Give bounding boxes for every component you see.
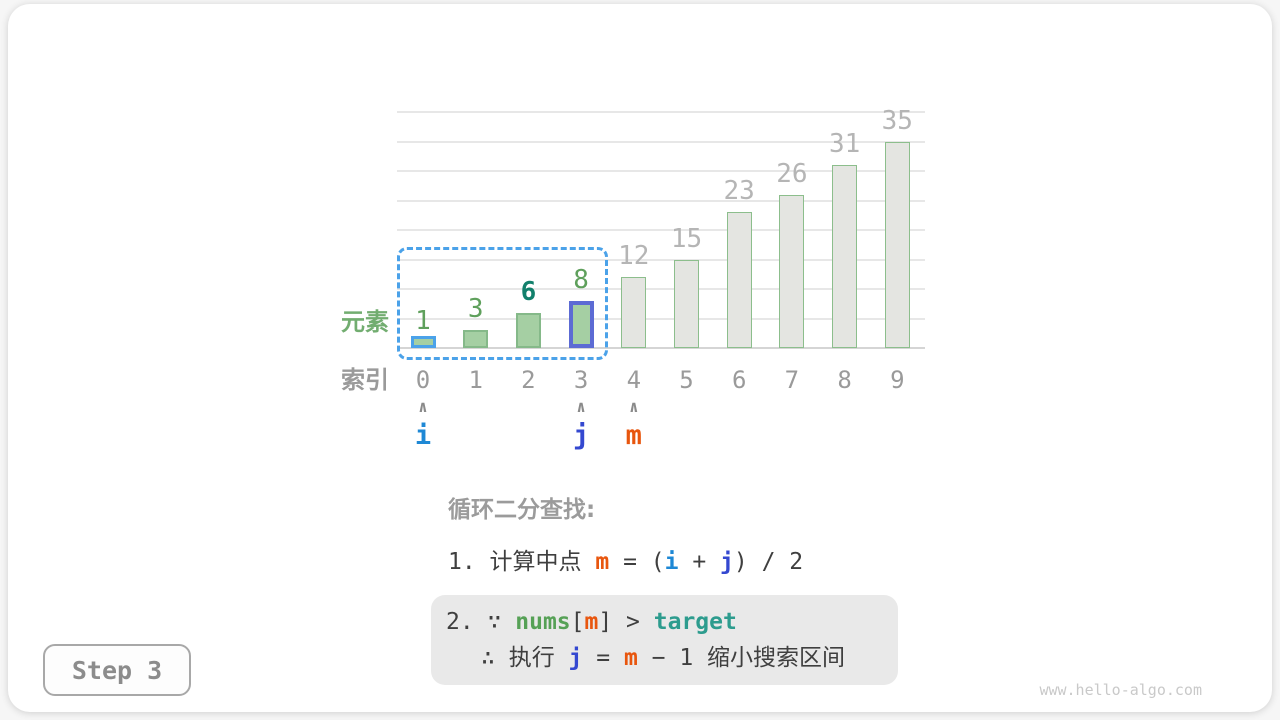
gridline <box>397 258 925 261</box>
text-token: ∴ 执行 <box>481 645 569 671</box>
step-badge: Step 3 <box>43 644 191 696</box>
index-label-2: 2 <box>521 366 536 394</box>
bar-value-label: 31 <box>828 129 861 160</box>
gridline <box>397 140 925 143</box>
gridline <box>397 111 925 113</box>
bar-value-label: 6 <box>520 276 537 307</box>
index-label-5: 5 <box>679 366 694 394</box>
bar-value-label: 35 <box>881 105 913 136</box>
bar-value-label: 26 <box>776 158 808 189</box>
explanation-title: 循环二分查找: <box>448 497 596 523</box>
text-token: j <box>720 549 734 575</box>
highlighted-explanation-box: 2. ∵ nums[m] > target ∴ 执行 j = m − 1 缩小搜… <box>431 595 898 685</box>
watermark-url: www.hello-algo.com <box>1039 681 1202 699</box>
x-axis-baseline <box>397 347 925 349</box>
index-label-0: 0 <box>415 366 431 394</box>
bar-value-label: 15 <box>670 223 703 254</box>
index-label-1: 1 <box>468 366 483 394</box>
text-token: = ( <box>609 549 665 575</box>
text-token: − 1 缩小搜索区间 <box>637 645 846 671</box>
index-label-7: 7 <box>784 366 800 394</box>
explanation-step2-action: ∴ 执行 j = m − 1 缩小搜索区间 <box>481 640 898 676</box>
search-range-box <box>397 247 608 360</box>
caret-icon: ∧ <box>576 397 586 416</box>
pointer-label-j: j <box>572 420 590 451</box>
bar-index-8 <box>832 165 858 348</box>
text-token: = <box>582 645 624 671</box>
pointer-label-i: i <box>414 420 432 451</box>
text-token: ) / 2 <box>733 549 804 575</box>
text-token: target <box>653 609 737 635</box>
index-label-8: 8 <box>837 366 852 394</box>
text-token: + <box>678 549 721 575</box>
bar-index-0 <box>410 336 436 348</box>
explanation-step1: 1. 计算中点 m = (i + j) / 2 <box>448 547 803 577</box>
bar-value-label: 8 <box>573 264 589 295</box>
caret-icon: ∧ <box>628 397 639 416</box>
gridline <box>397 229 925 231</box>
bar-index-5 <box>674 259 699 348</box>
bar-index-6 <box>726 212 752 348</box>
caret-icon: ∧ <box>418 397 428 416</box>
index-label-3: 3 <box>573 366 589 394</box>
bar-value-label: 1 <box>415 306 431 336</box>
step-badge-label: Step 3 <box>71 655 163 685</box>
text-token: 1. 计算中点 <box>448 549 596 575</box>
bar-index-7 <box>779 194 805 348</box>
gridline <box>397 288 925 290</box>
bar-value-label: 3 <box>467 294 484 325</box>
text-token: 2. ∵ <box>446 609 516 635</box>
explanation-step2-condition: 2. ∵ nums[m] > target <box>446 604 898 640</box>
bar-value-label: 23 <box>723 176 755 207</box>
pointer-label-m: m <box>625 420 642 451</box>
text-token: m <box>584 609 599 635</box>
text-token: nums <box>515 609 571 635</box>
x-axis-label: 索引 <box>341 366 389 394</box>
y-axis-label: 元素 <box>341 308 389 336</box>
text-token: m <box>595 549 610 575</box>
text-token: [ <box>570 609 585 635</box>
gridline <box>397 170 925 172</box>
gridline <box>397 317 925 320</box>
bar-index-1 <box>463 330 489 348</box>
text-token: m <box>623 645 638 671</box>
text-token: j <box>568 645 583 671</box>
bar-index-3 <box>568 300 594 348</box>
bar-index-9 <box>884 141 910 348</box>
bar-value-label: 12 <box>618 241 650 272</box>
bar-index-4 <box>621 277 647 348</box>
text-token: i <box>664 549 679 575</box>
index-label-4: 4 <box>626 366 642 394</box>
bar-index-2 <box>515 312 541 348</box>
index-label-6: 6 <box>731 366 747 394</box>
index-label-9: 9 <box>890 366 905 394</box>
gridline <box>397 199 925 202</box>
text-token: ] > <box>598 609 654 635</box>
